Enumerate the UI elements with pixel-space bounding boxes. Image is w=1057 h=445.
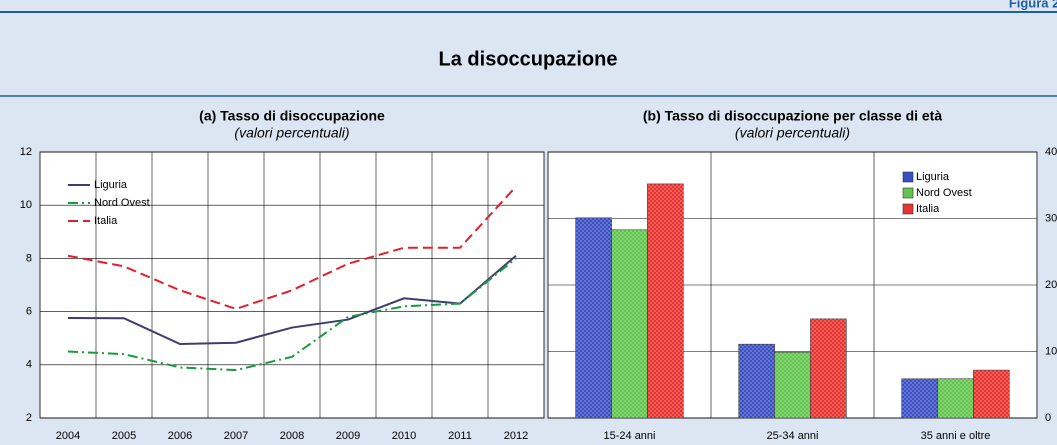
x-tick-label: 2005 — [112, 430, 136, 442]
line-series — [67, 254, 517, 346]
legend-label: Nord Ovest — [916, 187, 972, 199]
x-tick-label: 2006 — [168, 430, 192, 442]
y-tick-label: 20 — [1045, 279, 1057, 291]
x-tick-label: 2008 — [280, 430, 304, 442]
y-tick-label: 10 — [1045, 345, 1057, 357]
x-tick-label: 2004 — [56, 430, 80, 442]
line-series — [67, 185, 517, 310]
y-tick-label: 30 — [1045, 212, 1057, 224]
x-tick-label: 2010 — [392, 430, 416, 442]
x-tick-label: 15-24 anni — [604, 430, 656, 442]
legend-swatch — [902, 171, 914, 183]
legend-label: Liguria — [94, 179, 128, 191]
bar-texture — [901, 378, 938, 418]
y-tick-label: 40 — [1045, 146, 1057, 158]
legend-label: Italia — [94, 215, 118, 227]
chart-subtitle: (valori percentuali) — [234, 125, 349, 141]
bar-texture — [611, 229, 648, 418]
legend-swatch — [902, 187, 914, 199]
y-tick-label: 2 — [26, 412, 32, 424]
legend-swatch — [902, 203, 914, 215]
figure-label: Figura 2. — [1009, 0, 1057, 10]
bar-texture — [810, 318, 847, 418]
x-tick-label: 2011 — [448, 430, 472, 442]
line-series — [67, 257, 517, 372]
bar-texture — [647, 183, 684, 418]
chart-subtitle: (valori percentuali) — [735, 125, 850, 141]
chart-title: (a) Tasso di disoccupazione — [199, 108, 385, 124]
legend-label: Nord Ovest — [94, 197, 150, 209]
bar-texture — [774, 352, 811, 418]
legend-label: Liguria — [916, 171, 950, 183]
x-tick-label: 35 anni e oltre — [921, 430, 991, 442]
bar-texture — [738, 344, 775, 418]
x-tick-label: 2009 — [336, 430, 360, 442]
bar-texture — [973, 370, 1010, 418]
y-tick-label: 10 — [20, 199, 32, 211]
y-tick-label: 6 — [26, 306, 32, 318]
y-tick-label: 12 — [20, 146, 32, 158]
page-title: La disoccupazione — [439, 48, 618, 70]
plot-area — [39, 151, 545, 419]
x-tick-label: 2012 — [504, 430, 528, 442]
bar-texture — [575, 217, 612, 418]
bar-texture — [937, 378, 974, 418]
y-tick-label: 8 — [26, 252, 32, 264]
y-tick-label: 4 — [26, 359, 32, 371]
chart-title: (b) Tasso di disoccupazione per classe d… — [643, 108, 942, 124]
x-tick-label: 25-34 anni — [767, 430, 819, 442]
legend-label: Italia — [916, 203, 940, 215]
y-tick-label: 0 — [1045, 412, 1051, 424]
x-tick-label: 2007 — [224, 430, 248, 442]
